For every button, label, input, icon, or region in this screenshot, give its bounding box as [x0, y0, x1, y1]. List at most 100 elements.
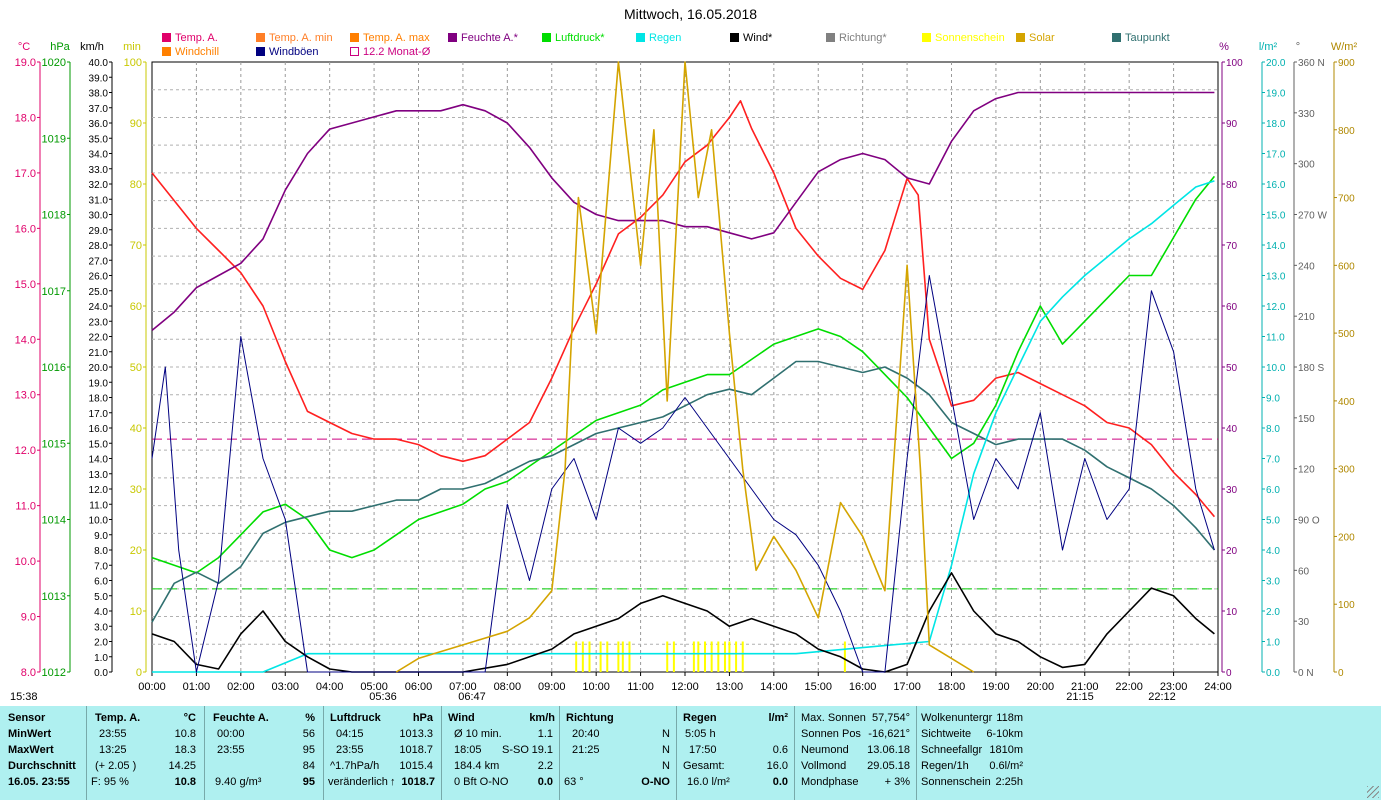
- axis-tick-label: 19.0: [89, 378, 109, 389]
- x-tick-label: 19:00: [982, 681, 1010, 693]
- axis-tick-label: 1016: [42, 362, 66, 374]
- astro-value: 29.05.18: [867, 760, 910, 772]
- wind-max-direction: S-SO: [502, 744, 529, 756]
- rain-max-value: 0.6: [772, 744, 788, 756]
- temp-avg-note: (+ 2.05 ): [95, 760, 137, 772]
- axis-tick-label: 400: [1338, 397, 1355, 408]
- axis-tick-label: 1012: [42, 667, 66, 679]
- axis-tick-label: 10: [130, 606, 142, 618]
- x-tick-label: 21:00: [1071, 681, 1099, 693]
- axis-tick-label: 37.0: [89, 104, 109, 115]
- x-tick-label: 09:00: [538, 681, 566, 693]
- legend-swatch: [730, 33, 739, 42]
- wind-avg-note: Ø 10 min.: [454, 728, 502, 740]
- astro-label: Neumond: [801, 744, 849, 756]
- x-tick-label: 23:00: [1160, 681, 1188, 693]
- axis-tick-label: 14.0: [15, 334, 36, 346]
- axis-tick-label: 18.0: [89, 394, 109, 405]
- axis-tick-label: 90 O: [1298, 516, 1320, 527]
- humidity-current-note: 9.40 g/m³: [215, 776, 262, 788]
- humidity-current-value: 95: [302, 776, 315, 788]
- axis-tick-label: 17.0: [15, 168, 36, 180]
- astro-label: Mondphase: [801, 776, 859, 788]
- axis-tick-label: 35.0: [89, 134, 109, 145]
- series-wind: [151, 572, 1215, 673]
- axis-tick-label: 32.0: [89, 180, 109, 191]
- astro-value: 13.06.18: [867, 744, 910, 756]
- weather-value: 118m: [996, 712, 1023, 724]
- sunshine-bars: [575, 641, 846, 672]
- weather-label: Regen/1h: [921, 760, 969, 772]
- axis-tick-label: 6.0: [94, 577, 108, 588]
- axis-tick-label: 9.0: [21, 612, 36, 624]
- axis-tick-label: 11.0: [89, 500, 108, 511]
- axis-tick-label: 13.0: [89, 470, 109, 481]
- temp-current-value: 10.8: [174, 776, 196, 788]
- axis-tick-label: 6.0: [1266, 485, 1280, 496]
- wind-distance: 184.4 km: [454, 760, 500, 772]
- pressure-trend-note: ^1.7hPa/h: [330, 760, 380, 772]
- legend-swatch: [636, 33, 645, 42]
- min-row-label: MinWert: [8, 728, 52, 740]
- current-date: 16.05. 23:55: [8, 776, 70, 788]
- axis-tick-label: 25.0: [89, 287, 109, 298]
- legend-swatch: [1112, 33, 1121, 42]
- axis-tick-label: 14.0: [89, 455, 109, 466]
- x-tick-label: 03:00: [271, 681, 299, 693]
- axis-temp: [37, 61, 41, 673]
- axis-tick-label: 20: [130, 545, 142, 557]
- legend-swatch: [448, 33, 457, 42]
- axis-tick-label: 8.0: [1266, 424, 1280, 435]
- axis-tick-label: 10.0: [15, 556, 36, 568]
- x-tick-label: 20:00: [1027, 681, 1055, 693]
- axis-tick-label: 60: [1298, 566, 1310, 577]
- pressure-current-value: 1018.7: [401, 776, 435, 788]
- astro-block: Max. Sonnen 57,754° Sonnen Pos -16,621° …: [795, 706, 917, 800]
- legend-label: Wind*: [743, 32, 773, 44]
- weather-value: 1810m: [989, 744, 1023, 756]
- pressure-block: Luftdruck hPa 04:15 1013.3 23:55 1018.7 …: [324, 706, 442, 800]
- series-luftdruck: [151, 175, 1216, 574]
- legend-swatch: [826, 33, 835, 42]
- legend-swatch: [350, 33, 359, 42]
- axis-tick-label: 3.0: [94, 622, 108, 633]
- sunshine-bar: [843, 641, 846, 672]
- axis-tick-label: 22.0: [89, 333, 109, 344]
- x-tick-label: 00:00: [138, 681, 166, 693]
- x-tick-label: 14:00: [760, 681, 788, 693]
- axis-tick-label: 17.0: [89, 409, 109, 420]
- axis-tick-label: 120: [1298, 465, 1315, 476]
- resize-grip-icon[interactable]: [1367, 786, 1379, 798]
- axis-unit-humidity: %: [1219, 41, 1229, 53]
- legend-swatch: [922, 33, 931, 42]
- axis-tick-label: 12.0: [1266, 302, 1286, 313]
- x-tick-label: 24:00: [1204, 681, 1232, 693]
- sunshine-bar: [672, 641, 675, 672]
- wind-header: Wind: [448, 712, 475, 724]
- axis-unit-temp: °C: [18, 41, 30, 53]
- axis-rain: [1261, 61, 1265, 673]
- axis-tick-label: 12.0: [89, 485, 109, 496]
- sunshine-bar: [617, 641, 620, 672]
- rain-total-value: 16.0: [766, 760, 788, 772]
- axis-tick-label: 210: [1298, 312, 1315, 323]
- axis-tick-label: 31.0: [89, 195, 109, 206]
- axis-tick-label: 270 W: [1298, 211, 1327, 222]
- rain-unit: l/m²: [768, 712, 788, 724]
- series-solar: [395, 61, 975, 673]
- axis-tick-label: 16.0: [89, 424, 109, 435]
- legend-item: Wind*: [730, 31, 772, 45]
- legend-item: Regen: [636, 31, 681, 45]
- axis-tick-label: 20.0: [1266, 58, 1286, 69]
- axis-tick-label: 5.0: [94, 592, 108, 603]
- axis-tick-label: 16.0: [1266, 180, 1286, 191]
- x-tick-label: 22:00: [1115, 681, 1143, 693]
- axis-unit-rain: l/m²: [1259, 41, 1278, 53]
- axis-tick-label: 2.0: [94, 638, 108, 649]
- wind-avg-value: 1.1: [537, 728, 553, 740]
- axis-tick-label: 70: [1226, 241, 1238, 252]
- sunshine-bar: [723, 641, 726, 672]
- temp-max-time: 13:25: [99, 744, 127, 756]
- legend-item: Luftdruck*: [542, 31, 605, 45]
- x-tick-label: 16:00: [849, 681, 877, 693]
